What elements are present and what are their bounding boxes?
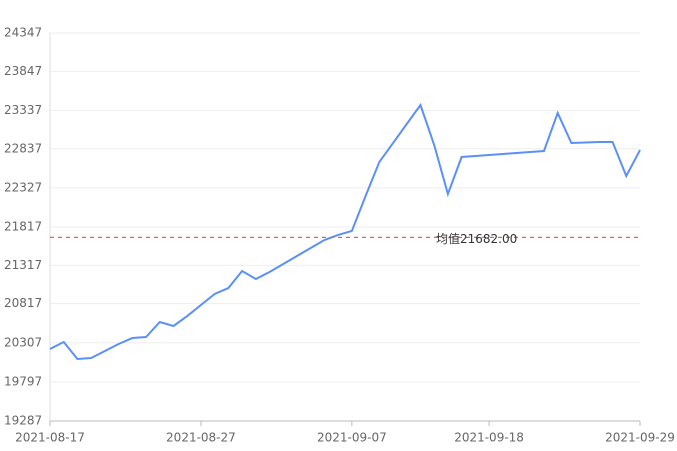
x-tick-label: 2021-09-29 <box>605 431 675 445</box>
y-tick-label: 23337 <box>4 103 42 117</box>
x-tick-label: 2021-09-18 <box>454 431 524 445</box>
y-tick-label: 21317 <box>4 258 42 272</box>
y-tick-label: 19287 <box>4 414 42 428</box>
y-tick-label: 24347 <box>4 26 42 40</box>
y-tick-label: 20307 <box>4 335 42 349</box>
x-tick-label: 2021-08-17 <box>15 431 85 445</box>
line <box>49 102 641 361</box>
y-tick-label: 20817 <box>4 296 42 310</box>
y-tick-label: 22327 <box>4 180 42 194</box>
y-tick-label: 23847 <box>4 64 42 78</box>
mean-label: 均值21682.00 <box>436 231 517 246</box>
y-tick-label: 22837 <box>4 141 42 155</box>
x-tick-label: 2021-09-07 <box>317 431 387 445</box>
x-tick-label: 2021-08-27 <box>166 431 236 445</box>
y-tick-label: 21817 <box>4 220 42 234</box>
y-tick-label: 19797 <box>4 374 42 388</box>
